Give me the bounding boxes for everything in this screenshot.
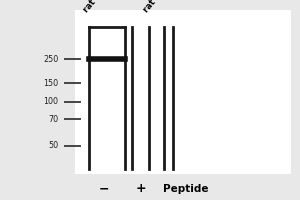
Text: 150: 150 (44, 78, 59, 88)
Text: 250: 250 (43, 54, 58, 64)
Text: +: + (136, 182, 146, 196)
Text: 50: 50 (48, 142, 59, 150)
Text: Peptide: Peptide (163, 184, 209, 194)
Text: 70: 70 (48, 114, 59, 123)
Text: 100: 100 (44, 98, 59, 106)
Text: −: − (98, 182, 109, 196)
Text: rat brain: rat brain (142, 0, 175, 14)
Bar (75, 10, 291, 174)
Text: rat brain: rat brain (82, 0, 115, 14)
